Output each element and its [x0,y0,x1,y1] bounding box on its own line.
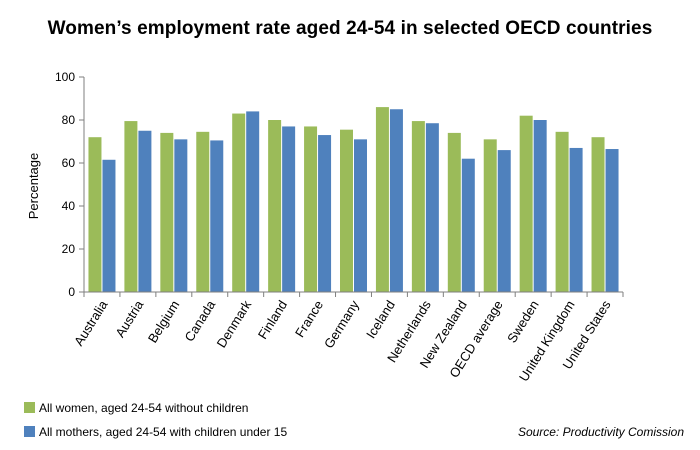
bar-without-children [268,120,282,292]
y-axis-label: Percentage [26,153,41,220]
x-category-label: Sweden [504,298,542,346]
y-tick-label: 20 [62,242,76,256]
bar-without-children [304,126,318,292]
bar-with-children [569,147,583,292]
x-category-label: Australia [71,297,111,348]
y-tick-label: 0 [68,285,75,299]
bar-with-children [354,139,367,292]
bars [88,107,619,293]
x-category-label: Denmark [214,297,255,350]
bar-with-children [318,135,332,292]
bar-without-children [196,131,210,292]
source-note: Source: Productivity Comission [517,425,684,439]
bar-without-children [88,137,102,292]
legend-item-without-children: All women, aged 24-54 without children [24,401,248,415]
bar-with-children [605,149,619,292]
bar-without-children [519,115,533,292]
x-category-label: France [292,298,326,340]
y-tick-label: 60 [62,156,76,170]
bar-with-children [174,139,188,292]
bar-with-children [210,140,224,292]
x-category-label: Germany [321,297,362,351]
legend-swatch-green [24,402,35,413]
bar-with-children [389,109,403,292]
bar-with-children [102,159,116,292]
legend-swatch-blue [24,426,35,437]
bar-without-children [447,132,461,292]
legend-label: All women, aged 24-54 without children [39,401,249,415]
x-category-label: Austria [112,297,147,340]
bar-with-children [425,123,439,292]
legend-item-with-children: All mothers, aged 24-54 with children un… [24,425,287,439]
bar-without-children [375,107,389,292]
chart-title: Women’s employment rate aged 24-54 in se… [47,18,653,39]
bar-without-children [483,139,497,292]
y-axis: 0 20 40 60 80 100 [55,70,85,299]
x-category-label: Canada [181,297,218,344]
x-category-label: Finland [255,298,290,342]
bar-without-children [160,132,174,292]
x-category-label: Iceland [363,298,398,342]
y-tick-label: 80 [62,113,76,127]
bar-without-children [591,137,605,292]
bar-with-children [246,111,260,293]
bar-without-children [124,121,138,292]
bar-with-children [138,130,152,292]
bar-without-children [340,129,353,292]
y-tick-label: 100 [55,70,75,84]
y-tick-label: 40 [62,199,76,213]
bar-without-children [232,113,246,292]
x-category-label: Belgium [145,298,183,346]
bar-with-children [461,158,475,292]
legend-label: All mothers, aged 24-54 with children un… [39,425,288,439]
bar-without-children [555,131,569,292]
bar-with-children [533,120,547,292]
bar-without-children [411,121,425,292]
bar-with-children [282,126,296,292]
bar-with-children [497,150,511,292]
